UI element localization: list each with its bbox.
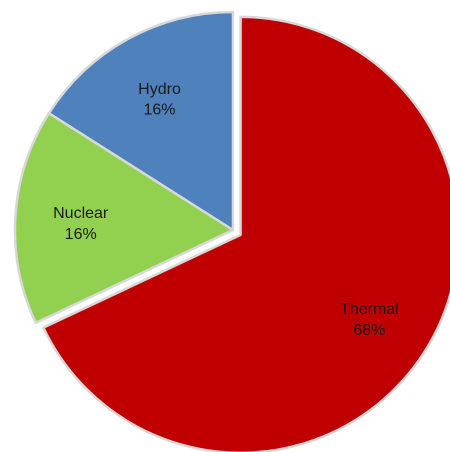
pie-slices — [13, 10, 450, 452]
pie-label-thermal: Thermal 68% — [340, 301, 399, 339]
pie-label-nuclear: Nuclear 16% — [53, 205, 109, 243]
pie-label-category: Thermal — [340, 301, 399, 318]
pie-label-hydro: Hydro 16% — [138, 81, 181, 119]
pie-slice-thermal — [42, 15, 450, 452]
pie-label-percent: 16% — [143, 102, 175, 119]
pie-label-percent: 68% — [353, 322, 385, 339]
pie-label-category: Hydro — [138, 81, 181, 98]
pie-label-percent: 16% — [65, 226, 97, 243]
pie-label-category: Nuclear — [53, 205, 109, 222]
pie-slice-nuclear — [13, 111, 235, 325]
pie-slice-hydro — [47, 10, 235, 232]
pie-labels: Thermal 68% Nuclear 16% Hydro 16% — [53, 81, 399, 339]
